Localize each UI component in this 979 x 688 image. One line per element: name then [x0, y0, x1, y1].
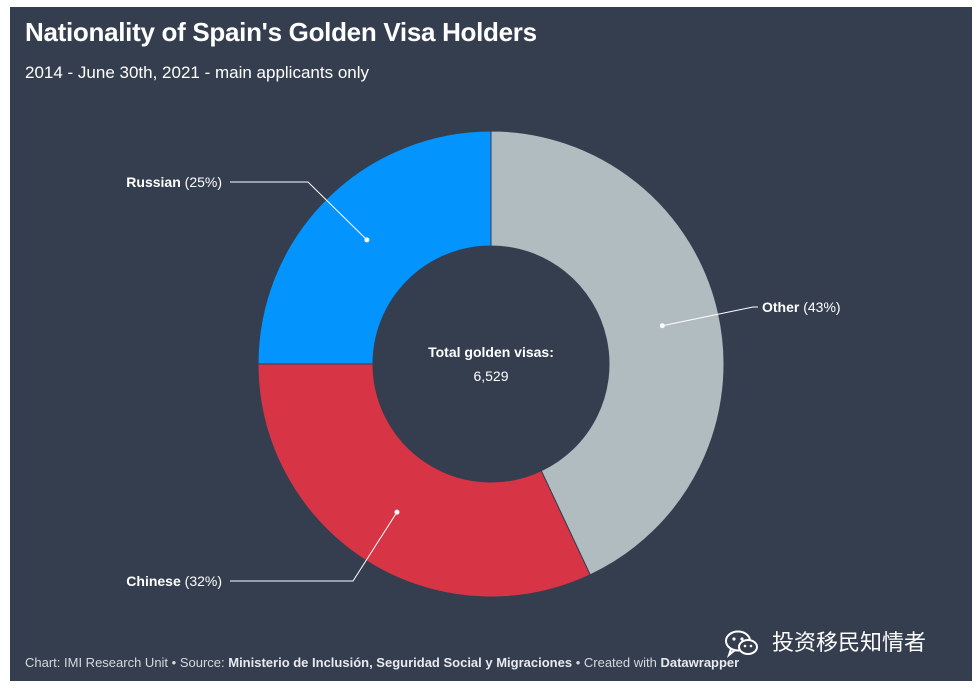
slice-chinese — [257, 363, 591, 598]
center-value: 6,529 — [473, 368, 508, 384]
slice-other — [490, 130, 725, 576]
watermark: 投资移民知情者 — [725, 625, 927, 659]
footer-source: Ministerio de Inclusión, Seguridad Socia… — [228, 655, 573, 670]
donut-chart: Other (43%) Chinese (32%) Russian (25%) To… — [126, 130, 841, 598]
wechat-icon — [725, 630, 758, 659]
chart-title: Nationality of Spain's Golden Visa Holde… — [25, 17, 537, 47]
footer-tool: Datawrapper — [660, 655, 740, 670]
slice-label-russian: Russian (25%) — [126, 174, 222, 190]
leader-line-chinese — [230, 511, 398, 582]
leader-line-russian — [230, 181, 368, 241]
slice-label-chinese: Chinese (32%) — [126, 573, 222, 589]
leader-dot-other — [659, 323, 665, 329]
watermark-text: 投资移民知情者 — [772, 631, 927, 656]
leader-dot-chinese — [394, 509, 400, 515]
leader-line-other — [662, 306, 758, 327]
footer-middle: • Created with — [572, 655, 661, 670]
chart-subtitle: 2014 - June 30th, 2021 - main applicants… — [25, 63, 370, 82]
leader-dot-russian — [364, 237, 370, 243]
slice-label-other: Other (43%) — [762, 299, 841, 315]
slice-russian — [257, 130, 492, 365]
footer-prefix: Chart: IMI Research Unit • Source: — [25, 655, 229, 670]
center-label: Total golden visas: — [428, 344, 554, 360]
chart-panel: Nationality of Spain's Golden Visa Holde… — [10, 7, 972, 681]
chart-footer: Chart: IMI Research Unit • Source: Minis… — [25, 655, 739, 670]
